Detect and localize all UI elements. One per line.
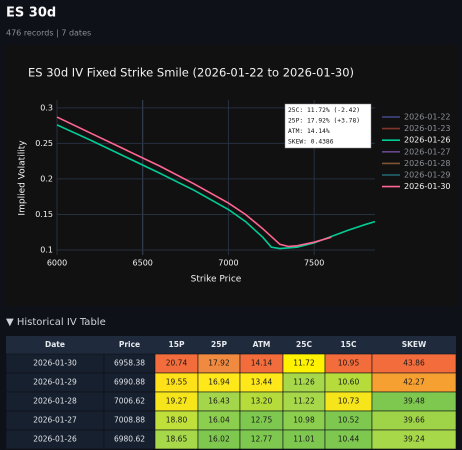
column-header: 25P [211,340,227,349]
annotation-text: ATM: 14.14% [288,128,330,135]
table-cell-text: 19.27 [166,397,188,406]
series-line [56,124,376,250]
table-cell-text: 10.44 [338,435,360,444]
table-cell-text: 16.43 [208,397,230,406]
table-cell-text: 10.73 [338,397,360,406]
table-cell-text: 6958.38 [114,359,145,368]
chart-panel [5,45,457,306]
y-tick-label: 0.15 [35,210,53,219]
legend-label[interactable]: 2026-01-26 [404,136,451,145]
table-cell-text: 19.55 [166,378,188,387]
legend-label[interactable]: 2026-01-29 [404,171,451,180]
table-cell-text: 10.60 [338,378,360,387]
y-tick-label: 0.3 [40,103,53,112]
table-cell-text: 6990.88 [114,378,145,387]
table-cell-text: 7008.88 [114,416,145,425]
y-axis-label: Implied Volatility [18,140,28,216]
column-header: SKEW [402,340,427,349]
table-cell-text: 10.52 [338,416,360,425]
table-cell [371,429,457,450]
table-cell-text: 6980.62 [114,435,145,444]
x-tick-label: 6500 [133,259,153,268]
page-subtitle: 476 records | 7 dates [6,29,91,38]
table-cell-text: 2026-01-28 [33,397,77,406]
table-cell-text: 11.22 [293,397,315,406]
annotation-text: SKEW: 0.4386 [288,139,334,146]
section-toggle[interactable]: ▼ Historical IV Table [6,317,106,328]
table-cell-text: 7006.62 [114,397,145,406]
chart-title: ES 30d IV Fixed Strike Smile (2026-01-22… [28,66,354,80]
table-cell-text: 39.48 [403,397,425,406]
column-header: Date [45,340,65,349]
legend-label[interactable]: 2026-01-27 [404,147,451,156]
column-header: 15P [169,340,185,349]
table-cell-text: 12.77 [251,435,273,444]
table-cell-text: 10.95 [338,359,360,368]
table-cell-text: 14.14 [251,359,273,368]
table-cell-text: 17.92 [208,359,230,368]
column-header: ATM [253,340,271,349]
table-cell-text: 16.02 [208,435,230,444]
legend-label[interactable]: 2026-01-23 [404,124,451,133]
column-header: Price [119,340,140,349]
table-cell-text: 11.72 [293,359,315,368]
table-cell-text: 42.27 [403,378,425,387]
table-cell-text: 10.98 [293,416,315,425]
series-line [56,116,332,248]
y-tick-label: 0.1 [40,246,53,255]
table-cell-text: 11.26 [293,378,315,387]
table-cell-text: 16.94 [208,378,230,387]
x-tick-label: 7000 [218,259,238,268]
table-cell-text: 2026-01-30 [33,359,77,368]
table-cell-text: 2026-01-26 [33,435,77,444]
table-cell-text: 43.86 [403,359,425,368]
table-cell-text: 16.04 [208,416,230,425]
annotation-text: 25C: 11.72% (-2.42) [288,107,360,114]
table-cell-text: 11.01 [293,435,315,444]
table-header-bg [6,336,456,354]
column-header: 15C [341,340,357,349]
page-title: ES 30d [6,6,56,21]
table-cell-text: 18.65 [166,435,188,444]
x-tick-label: 6000 [47,259,67,268]
annotation-box [284,103,372,149]
legend-label[interactable]: 2026-01-22 [404,113,451,122]
table-cell-text: 39.24 [403,435,425,444]
table-cell-text: 13.44 [251,378,273,387]
y-tick-label: 0.2 [40,174,53,183]
table-cell-text: 13.20 [251,397,273,406]
x-tick-label: 7500 [304,259,324,268]
legend-label[interactable]: 2026-01-28 [404,159,451,168]
table-cell-text: 20.74 [166,359,188,368]
table-cell-text: 2026-01-27 [33,416,77,425]
table-cell-text: 2026-01-29 [33,378,77,387]
table-cell-text: 18.80 [166,416,188,425]
annotation-text: 25P: 17.92% (+3.78) [288,118,360,125]
table-cell-text: 39.66 [403,416,425,425]
column-header: 25C [296,340,312,349]
table-cell-text: 12.75 [251,416,273,425]
y-tick-label: 0.25 [35,139,53,148]
legend-label[interactable]: 2026-01-30 [404,182,451,191]
x-axis-label: Strike Price [191,275,242,285]
